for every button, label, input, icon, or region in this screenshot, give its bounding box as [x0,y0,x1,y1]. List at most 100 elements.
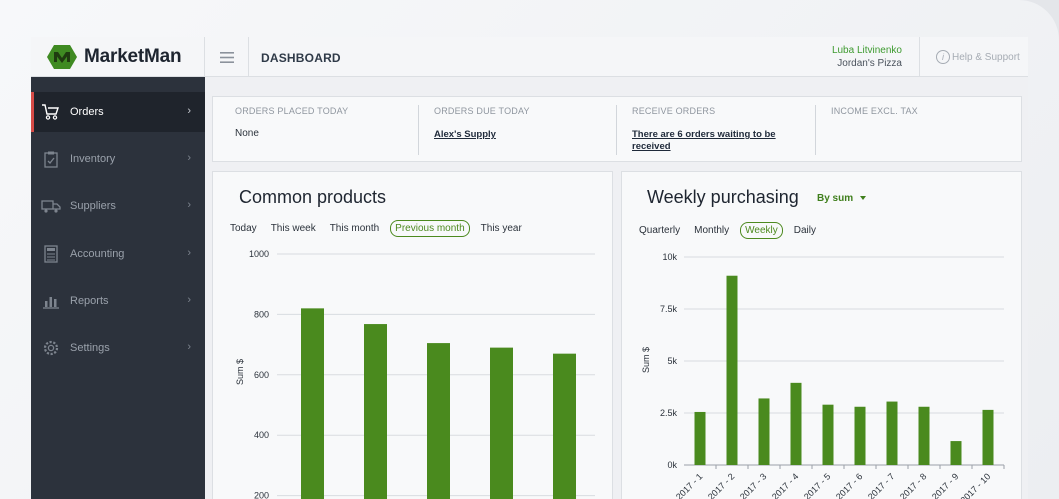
filter-quarterly[interactable]: Quarterly [639,225,681,236]
weekly-purchasing-chart: 10k 7.5k 5k 2.5k 0k 2017 - 1 2017 - 2 2017 - 3… [641,252,1005,499]
bar[interactable] [950,441,962,465]
sidebar-item-label: Orders [70,106,104,118]
truck-icon [41,196,61,216]
sidebar-item-reports[interactable]: Reports › [31,281,205,321]
sidebar-item-settings[interactable]: Settings › [31,328,205,368]
dropdown-label: By sum [817,193,854,204]
y-tick-label: 10k [662,252,677,262]
x-tick-label: 2017 - 8 [898,471,928,499]
stat-label: INCOME EXCL. TAX [831,106,918,116]
bar[interactable] [694,411,706,465]
bar[interactable] [790,382,802,465]
user-org: Jordan's Pizza [837,58,902,69]
by-sum-dropdown[interactable]: By sum [817,193,866,204]
help-support-link[interactable]: i Help & Support [919,37,1028,77]
gear-icon [41,338,61,358]
stat-income-excl-tax: INCOME EXCL. TAX [809,97,1009,163]
stat-value: None [235,128,259,139]
bar[interactable] [854,406,866,465]
bar[interactable] [886,401,898,465]
bar[interactable] [918,406,930,465]
calculator-icon [41,244,61,264]
divider [616,105,617,155]
supplier-link[interactable]: Alex's Supply [434,129,496,140]
bar[interactable] [553,353,576,499]
y-tick-label: 400 [254,430,269,440]
filter-daily[interactable]: Daily [793,225,816,236]
marketman-logo-icon [47,45,77,69]
sidebar: Orders › Inventory › Suppliers › Account… [31,77,205,499]
bar[interactable] [822,404,834,465]
bar-chart-icon [41,291,61,311]
stat-orders-due-today: ORDERS DUE TODAY Alex's Supply [412,97,617,163]
y-tick-label: 5k [667,356,677,366]
sidebar-item-label: Settings [70,342,110,354]
filter-this-week[interactable]: This week [270,223,316,234]
app-window: MarketMan DASHBOARD Luba Litvinenko Jord… [31,37,1028,499]
help-label: Help & Support [952,51,1020,63]
filter-previous-month[interactable]: Previous month [390,220,470,237]
x-tick-label: 2017 - 2 [706,471,736,499]
chevron-right-icon: › [187,105,191,117]
sidebar-item-accounting[interactable]: Accounting › [31,234,205,274]
caret-down-icon [859,196,866,201]
y-tick-label: 0k [667,460,677,470]
common-products-card: Common products Today This week This mon… [212,171,613,499]
bar[interactable] [982,409,994,465]
stats-bar: ORDERS PLACED TODAY None ORDERS DUE TODA… [212,96,1022,162]
x-tick-label: 2017 - 1 [674,471,704,499]
hamburger-menu-icon[interactable] [205,37,249,77]
stat-label: ORDERS DUE TODAY [434,106,530,116]
card-title: Weekly purchasing [647,187,799,207]
x-tick-label: 2017 - 4 [770,471,800,499]
bar[interactable] [301,308,324,499]
bar[interactable] [364,324,387,499]
sidebar-item-inventory[interactable]: Inventory › [31,139,205,179]
stat-receive-orders: RECEIVE ORDERS There are 6 orders waitin… [610,97,810,163]
card-title: Common products [239,187,387,207]
divider [815,105,816,155]
filter-weekly[interactable]: Weekly [740,222,783,239]
chevron-right-icon: › [187,152,191,164]
user-menu[interactable]: Luba Litvinenko Jordan's Pizza [791,45,902,69]
chevron-right-icon: › [187,247,191,259]
stat-orders-placed-today: ORDERS PLACED TODAY None [213,97,418,163]
weekly-purchasing-card: Weekly purchasing By sum Quarterly Month… [621,171,1022,499]
bar[interactable] [726,275,738,465]
x-tick-label: 2017 - 9 [930,471,960,499]
sidebar-item-suppliers[interactable]: Suppliers › [31,186,205,226]
bar[interactable] [758,398,770,465]
x-tick-label: 2017 - 3 [738,471,768,499]
divider [418,105,419,155]
y-tick-label: 7.5k [660,304,678,314]
filter-this-year[interactable]: This year [480,223,522,234]
x-tick-label: 2017 - 6 [834,471,864,499]
x-tick-label: 2017 - 7 [866,471,896,499]
chevron-right-icon: › [187,294,191,306]
cart-icon [41,102,61,122]
chevron-right-icon: › [187,341,191,353]
y-tick-label: 600 [254,370,269,380]
sidebar-item-label: Accounting [70,248,125,260]
sidebar-item-label: Suppliers [70,200,116,212]
x-tick-label: 2017 - 10 [958,471,992,499]
user-name: Luba Litvinenko [831,45,902,56]
filter-monthly[interactable]: Monthly [694,225,730,236]
filter-today[interactable]: Today [230,223,257,234]
y-axis-label: Sum $ [641,347,651,373]
y-axis-label: Sum $ [235,359,245,385]
logo[interactable]: MarketMan [31,37,205,77]
filter-this-month[interactable]: This month [329,223,380,234]
bar[interactable] [427,343,450,499]
stat-label: RECEIVE ORDERS [632,106,716,116]
sidebar-item-label: Reports [70,295,109,307]
x-tick-label: 2017 - 5 [802,471,832,499]
sidebar-item-orders[interactable]: Orders › [31,92,205,132]
period-filters: Quarterly Monthly Weekly Daily [636,222,827,239]
sidebar-item-label: Inventory [70,153,116,165]
y-tick-label: 2.5k [660,408,678,418]
y-tick-label: 1000 [249,249,269,259]
clipboard-icon [41,149,61,169]
bar[interactable] [490,347,513,499]
receive-orders-link[interactable]: There are 6 orders waiting to be receive… [632,129,776,152]
